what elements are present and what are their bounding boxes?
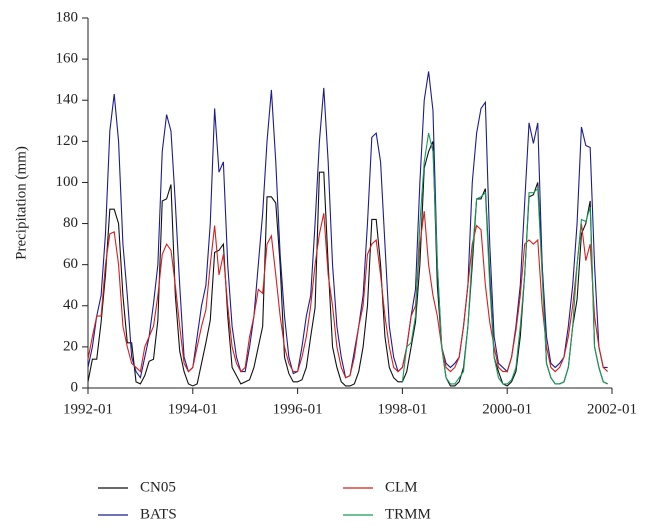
x-tick-label: 1998-01 bbox=[377, 401, 427, 417]
x-tick-label: 1994-01 bbox=[168, 401, 218, 417]
y-tick-label: 140 bbox=[56, 92, 79, 108]
legend-label: CLM bbox=[385, 479, 418, 495]
y-tick-label: 60 bbox=[63, 256, 78, 272]
x-tick-label: 2000-01 bbox=[482, 401, 532, 417]
x-tick-label: 1996-01 bbox=[273, 401, 323, 417]
y-tick-label: 180 bbox=[56, 9, 79, 25]
y-tick-label: 20 bbox=[63, 338, 78, 354]
x-tick-label: 1992-01 bbox=[63, 401, 113, 417]
y-tick-label: 40 bbox=[63, 297, 78, 313]
x-tick-label: 2002-01 bbox=[587, 401, 637, 417]
series-line bbox=[87, 71, 608, 380]
y-tick-label: 0 bbox=[71, 379, 79, 395]
series-line bbox=[87, 141, 608, 387]
y-axis-label: Precipitation (mm) bbox=[13, 146, 29, 260]
y-tick-label: 100 bbox=[56, 174, 79, 190]
y-tick-label: 80 bbox=[63, 215, 78, 231]
legend-label: CN05 bbox=[140, 479, 176, 495]
legend-label: BATS bbox=[140, 506, 177, 522]
series-line bbox=[401, 132, 608, 385]
series-line bbox=[87, 211, 609, 379]
y-tick-label: 120 bbox=[56, 133, 79, 149]
y-tick-label: 160 bbox=[56, 51, 79, 67]
legend-label: TRMM bbox=[385, 506, 431, 522]
